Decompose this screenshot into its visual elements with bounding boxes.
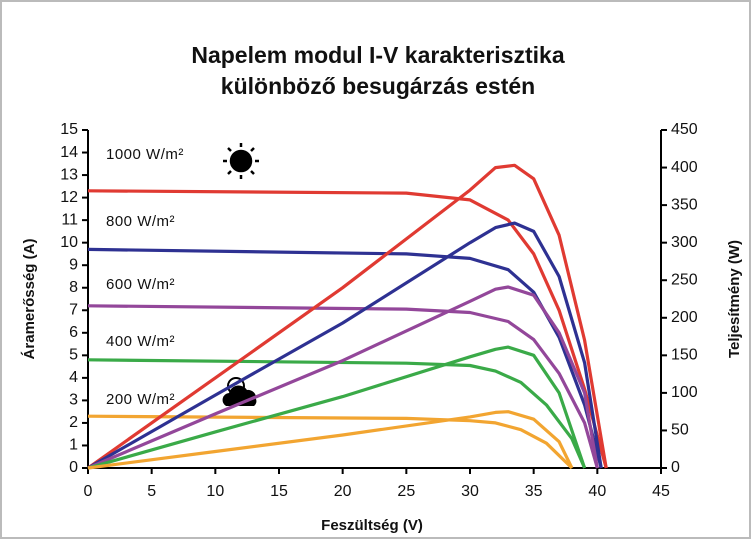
chart-title: Napelem modul I-V karakterisztika xyxy=(191,42,564,68)
y-tick-label: 11 xyxy=(61,211,78,228)
current-curve xyxy=(87,414,574,470)
y-tick-label: 1 xyxy=(69,437,78,454)
y-tick-label: 0 xyxy=(69,459,78,476)
x-axis-label: Feszültség (V) xyxy=(321,517,423,534)
y-tick-label: 3 xyxy=(69,392,78,409)
y2-tick-label: 0 xyxy=(671,459,680,476)
y-tick-label: 6 xyxy=(69,324,78,341)
current-curve xyxy=(87,304,599,469)
power-curve xyxy=(87,221,603,470)
y2-tick-label: 50 xyxy=(671,422,689,439)
x-tick-label: 15 xyxy=(270,483,288,500)
x-tick-label: 10 xyxy=(206,483,224,500)
x-tick-label: 45 xyxy=(652,483,670,500)
power-curve xyxy=(87,163,608,470)
chart-title: különböző besugárzás estén xyxy=(221,73,535,99)
y-tick-label: 12 xyxy=(60,189,78,206)
y-tick-label: 10 xyxy=(60,234,78,251)
x-tick-label: 25 xyxy=(397,483,415,500)
current-curve xyxy=(87,189,608,469)
x-tick-label: 0 xyxy=(84,483,93,500)
current-curve xyxy=(87,247,603,469)
y-tick-label: 4 xyxy=(69,369,78,386)
y-tick-label: 5 xyxy=(69,347,78,364)
series-label: 600 W/m² xyxy=(106,276,175,293)
x-tick-label: 40 xyxy=(588,483,606,500)
y-tick-label: 8 xyxy=(69,279,78,296)
series-label: 400 W/m² xyxy=(106,333,175,350)
current-curve xyxy=(87,358,587,469)
y-tick-label: 7 xyxy=(69,301,78,318)
y2-tick-label: 400 xyxy=(671,159,698,176)
y-tick-label: 14 xyxy=(60,144,78,161)
sun-icon xyxy=(223,143,259,179)
series-label: 200 W/m² xyxy=(106,391,175,408)
y2-tick-label: 250 xyxy=(671,271,698,288)
y2-tick-label: 300 xyxy=(671,234,698,251)
series-label: 800 W/m² xyxy=(106,213,175,230)
y-tick-label: 15 xyxy=(60,121,78,138)
power-curve xyxy=(87,410,574,470)
series-label: 1000 W/m² xyxy=(106,146,184,163)
y-tick-label: 13 xyxy=(60,166,78,183)
y-tick-label: 2 xyxy=(69,414,78,431)
y-axis-label: Áramerősség (A) xyxy=(21,239,38,360)
y2-axis-label: Teljesítmény (W) xyxy=(726,240,743,358)
y2-tick-label: 100 xyxy=(671,384,698,401)
y-tick-label: 9 xyxy=(69,256,78,273)
y2-tick-label: 450 xyxy=(671,121,698,138)
power-curve xyxy=(87,345,587,470)
x-tick-label: 20 xyxy=(334,483,352,500)
x-tick-label: 35 xyxy=(525,483,543,500)
x-tick-label: 30 xyxy=(461,483,479,500)
x-tick-label: 5 xyxy=(147,483,156,500)
power-curve xyxy=(87,285,599,470)
y2-tick-label: 350 xyxy=(671,196,698,213)
y2-tick-label: 150 xyxy=(671,347,698,364)
y2-tick-label: 200 xyxy=(671,309,698,326)
